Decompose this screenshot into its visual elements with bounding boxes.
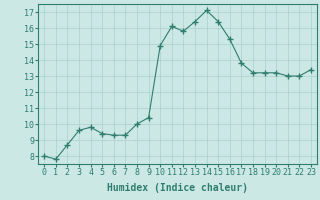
X-axis label: Humidex (Indice chaleur): Humidex (Indice chaleur): [107, 183, 248, 193]
